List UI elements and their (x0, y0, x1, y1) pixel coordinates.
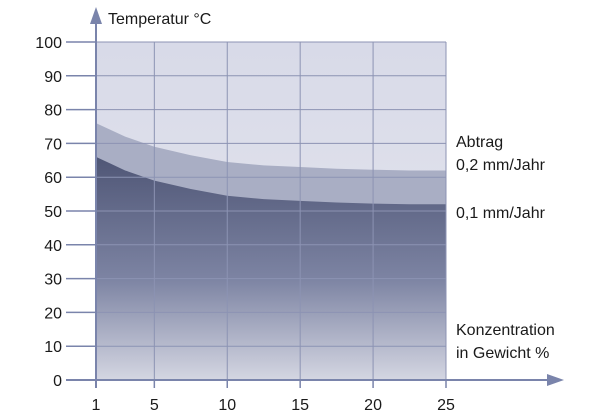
y-tick-label: 40 (44, 238, 62, 255)
areas (96, 123, 446, 381)
x-tick-label: 1 (92, 397, 101, 414)
grid (96, 41, 447, 380)
y-tick-label: 50 (44, 204, 62, 221)
series-label-1: 0,1 mm/Jahr (456, 205, 546, 222)
x-axis-label-line-2: in Gewicht % (456, 345, 549, 362)
y-tick-label: 10 (44, 339, 62, 356)
y-axis-arrow (90, 7, 102, 24)
annotation-label: Abtrag (456, 134, 503, 151)
x-axis-label-line-1: Konzentration (456, 322, 555, 339)
x-tick-label: 20 (364, 397, 382, 414)
x-tick-label: 10 (218, 397, 236, 414)
y-tick-label: 70 (44, 136, 62, 153)
x-tick-label: 5 (150, 397, 159, 414)
y-tick-label: 30 (44, 272, 62, 289)
series-label-0: 0,2 mm/Jahr (456, 157, 546, 174)
axes (66, 7, 564, 388)
y-tick-label: 20 (44, 305, 62, 322)
x-tick-label: 25 (437, 397, 455, 414)
y-tick-label: 80 (44, 103, 62, 120)
series-area-0-1-mm (96, 156, 446, 380)
y-tick-label: 100 (35, 35, 62, 52)
y-tick-label: 0 (53, 373, 62, 390)
y-axis-label: Temperatur °C (108, 11, 211, 28)
x-axis-arrow (547, 374, 564, 386)
x-tick-label: 15 (291, 397, 309, 414)
y-tick-label: 90 (44, 69, 62, 86)
y-tick-label: 60 (44, 170, 62, 187)
